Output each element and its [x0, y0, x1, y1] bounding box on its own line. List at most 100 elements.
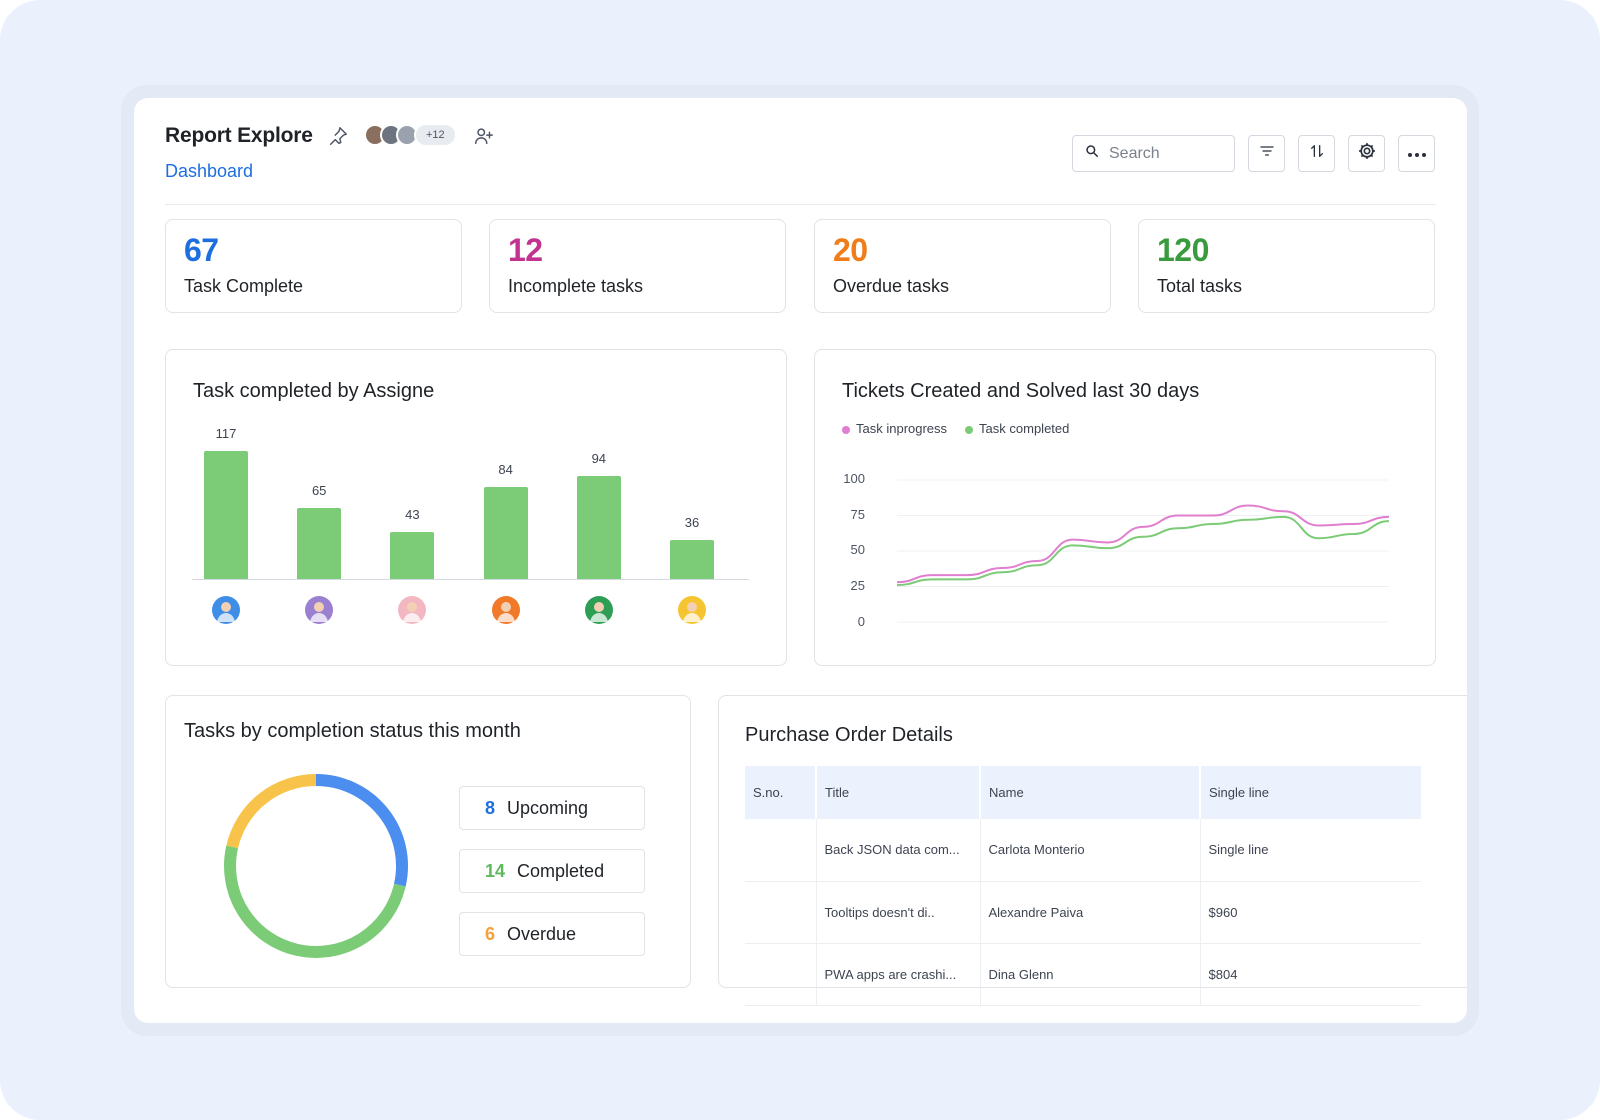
cell-title: Tooltips doesn't di.. — [816, 881, 981, 944]
settings-button[interactable] — [1348, 135, 1385, 172]
stat-card-overdue[interactable]: 20 Overdue tasks — [814, 219, 1111, 313]
search-input[interactable] — [1109, 144, 1219, 163]
status-label: Completed — [517, 860, 605, 881]
assignee-avatar[interactable] — [491, 596, 520, 624]
bar-value-label: 117 — [215, 426, 237, 441]
legend-item-completed[interactable]: Task completed — [965, 421, 1069, 436]
assignee-chart-panel: Task completed by Assigne 117 65 43 84 94 36 — [165, 349, 787, 666]
status-upcoming[interactable]: 8 Upcoming — [459, 786, 645, 830]
assignee-avatar[interactable] — [584, 596, 613, 624]
status-count: 8 — [485, 797, 496, 818]
stat-card-task-complete[interactable]: 67 Task Complete — [165, 219, 462, 313]
member-avatars[interactable]: +12 — [364, 123, 457, 147]
y-tick-label: 25 — [850, 578, 865, 593]
cell-title: PWA apps are crashi... — [816, 943, 981, 1006]
bar-4[interactable] — [483, 487, 528, 579]
bar-1[interactable] — [204, 451, 248, 579]
pin-icon[interactable] — [327, 125, 349, 147]
bar-value-label: 65 — [311, 482, 327, 498]
stat-value: 12 — [508, 232, 543, 268]
table-row[interactable]: Tooltips doesn't di.. Alexandre Paiva $9… — [745, 881, 1421, 944]
bar-value-label: 84 — [498, 462, 513, 478]
column-header-title[interactable]: Title — [816, 766, 981, 819]
column-header-name[interactable]: Name — [980, 766, 1201, 819]
panel-title: Tickets Created and Solved last 30 days — [842, 380, 1200, 402]
status-label: Overdue — [507, 923, 577, 944]
search-icon — [1085, 144, 1099, 163]
legend-item-inprogress[interactable]: Task inprogress — [842, 421, 947, 436]
stat-value: 20 — [833, 232, 868, 268]
more-button[interactable] — [1398, 135, 1435, 172]
table-row[interactable]: PWA apps are crashi... Dina Glenn $804 — [745, 943, 1421, 1006]
bar-2[interactable] — [297, 507, 342, 579]
y-tick-label: 75 — [850, 507, 865, 522]
bar-value-label: 36 — [684, 514, 700, 530]
donut-slice-overdue[interactable] — [226, 774, 317, 849]
sort-icon — [1309, 143, 1325, 164]
stat-label: Task Complete — [184, 276, 304, 296]
status-label: Upcoming — [507, 797, 589, 818]
donut-slice-upcoming[interactable] — [315, 774, 408, 887]
cell-title: Back JSON data com... — [816, 819, 981, 882]
series-line-1[interactable] — [896, 504, 1390, 584]
status-chart-panel: Tasks by completion status this month 8 … — [165, 695, 691, 988]
cell-sno — [745, 881, 817, 944]
assignee-avatar[interactable] — [305, 596, 334, 624]
filter-button[interactable] — [1248, 135, 1285, 172]
panel-title: Purchase Order Details — [745, 724, 953, 746]
stat-label: Total tasks — [1157, 276, 1243, 296]
dashboard-card: Report Explore +12 Dashboard — [134, 98, 1467, 1023]
orders-panel: Purchase Order Details S.no. Title Name … — [718, 695, 1467, 1006]
table-row[interactable]: Back JSON data com... Carlota Monterio S… — [745, 819, 1421, 882]
status-count: 6 — [485, 923, 496, 944]
gear-icon — [1357, 141, 1377, 166]
stat-value: 67 — [184, 232, 219, 268]
members-extra-count: +12 — [414, 123, 457, 147]
assignee-avatar[interactable] — [212, 596, 240, 624]
status-overdue[interactable]: 6 Overdue — [459, 912, 645, 956]
series-line-2[interactable] — [896, 515, 1390, 587]
panel-title: Task completed by Assigne — [193, 380, 435, 402]
page-title: Report Explore — [165, 124, 313, 147]
cell-single-line: $804 — [1200, 943, 1421, 1006]
assignee-avatar[interactable] — [398, 596, 427, 624]
x-axis-line — [192, 579, 749, 580]
breadcrumb-dashboard[interactable]: Dashboard — [165, 161, 254, 181]
bar-3[interactable] — [390, 531, 435, 579]
column-header-sno[interactable]: S.no. — [745, 766, 817, 819]
bar-value-label: 94 — [591, 451, 607, 467]
cell-name: Carlota Monterio — [980, 819, 1201, 882]
stat-label: Overdue tasks — [833, 276, 950, 296]
panel-title: Tasks by completion status this month — [184, 720, 521, 742]
stat-value: 120 — [1157, 232, 1209, 268]
donut-chart — [224, 774, 408, 958]
legend-label: Task completed — [979, 421, 1070, 436]
status-count: 14 — [485, 860, 506, 881]
bar-value-label: 43 — [405, 506, 420, 522]
sort-button[interactable] — [1298, 135, 1335, 172]
bar-5[interactable] — [576, 476, 621, 579]
filter-icon — [1259, 143, 1275, 164]
cell-name: Dina Glenn — [980, 943, 1201, 1006]
legend-dot — [965, 425, 974, 434]
assignee-avatar[interactable] — [678, 596, 706, 624]
stat-card-incomplete[interactable]: 12 Incomplete tasks — [489, 219, 786, 313]
search-box[interactable] — [1072, 135, 1235, 172]
bar-chart: 117 65 43 84 94 36 — [166, 350, 786, 665]
donut-slice-completed[interactable] — [224, 845, 406, 958]
cell-sno — [745, 943, 817, 1006]
table-header-row: S.no. Title Name Single line — [745, 766, 1421, 819]
cell-single-line: $960 — [1200, 881, 1421, 944]
bar-6[interactable] — [670, 539, 714, 579]
stat-label: Incomplete tasks — [508, 276, 644, 296]
status-completed[interactable]: 14 Completed — [459, 849, 645, 893]
column-header-single-line[interactable]: Single line — [1200, 766, 1421, 819]
header-divider — [165, 204, 1436, 205]
orders-table: S.no. Title Name Single line Back JSON d… — [745, 766, 1421, 1006]
stat-card-total[interactable]: 120 Total tasks — [1138, 219, 1435, 313]
chart-legend: Task inprogress Task completed — [842, 421, 1069, 436]
add-user-icon[interactable] — [473, 125, 495, 147]
y-tick-label: 50 — [850, 542, 865, 557]
cell-sno — [745, 819, 817, 882]
cell-single-line: Single line — [1200, 819, 1421, 882]
